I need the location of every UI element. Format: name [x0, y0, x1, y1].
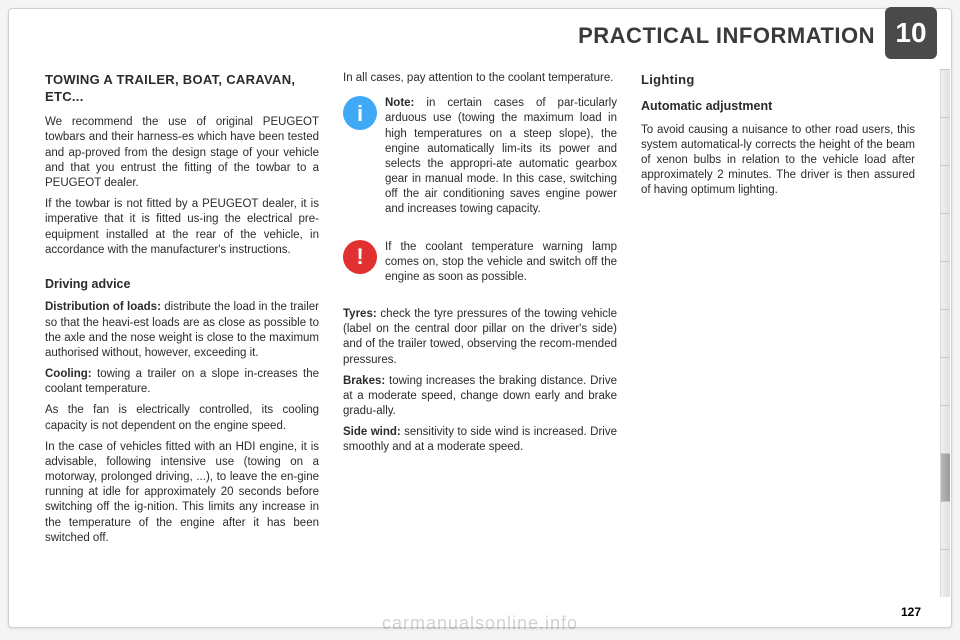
heading-lighting: Lighting	[641, 71, 915, 88]
text: towing increases the braking distance. D…	[343, 375, 617, 417]
content-columns: TOWING A TRAILER, BOAT, CARAVAN, ETC... …	[45, 71, 915, 597]
column-2: In all cases, pay attention to the coola…	[343, 71, 617, 597]
column-1: TOWING A TRAILER, BOAT, CARAVAN, ETC... …	[45, 71, 319, 597]
label: Cooling:	[45, 368, 92, 380]
side-tab[interactable]	[940, 117, 950, 165]
warning-text: If the coolant temperature warning lamp …	[385, 240, 617, 286]
para: We recommend the use of original PEUGEOT…	[45, 115, 319, 191]
text: check the tyre pressures of the towing v…	[343, 308, 617, 366]
side-tab[interactable]	[940, 261, 950, 309]
side-tab[interactable]	[940, 69, 950, 117]
chapter-number: 10	[895, 17, 926, 49]
text: in certain cases of par-ticularly arduou…	[385, 97, 617, 215]
side-tab[interactable]	[940, 549, 950, 597]
label: Tyres:	[343, 308, 377, 320]
side-tab[interactable]	[940, 357, 950, 405]
label: Side wind:	[343, 426, 401, 438]
para: As the fan is electrically controlled, i…	[45, 403, 319, 433]
label: Note:	[385, 97, 414, 109]
page-number: 127	[901, 605, 921, 619]
section-title: PRACTICAL INFORMATION	[578, 23, 875, 49]
para-tyres: Tyres: check the tyre pressures of the t…	[343, 307, 617, 368]
para: To avoid causing a nuisance to other roa…	[641, 123, 915, 199]
warning-icon: !	[343, 240, 377, 274]
chapter-number-badge: 10	[885, 7, 937, 59]
para: In all cases, pay attention to the coola…	[343, 71, 617, 86]
side-tab[interactable]	[940, 165, 950, 213]
para: In the case of vehicles fitted with an H…	[45, 440, 319, 546]
para: If the towbar is not fitted by a PEUGEOT…	[45, 197, 319, 258]
info-note-block: i Note: in certain cases of par-ticularl…	[343, 96, 617, 217]
heading-automatic-adjustment: Automatic adjustment	[641, 98, 915, 115]
column-3: Lighting Automatic adjustment To avoid c…	[641, 71, 915, 597]
manual-page: 10 PRACTICAL INFORMATION TOWING A TRAILE…	[8, 8, 952, 628]
para-cooling: Cooling: towing a trailer on a slope in-…	[45, 367, 319, 397]
side-tab[interactable]	[940, 405, 950, 453]
heading-driving-advice: Driving advice	[45, 276, 319, 293]
info-icon: i	[343, 96, 377, 130]
side-tab[interactable]	[940, 213, 950, 261]
side-tabs	[940, 69, 950, 597]
para-brakes: Brakes: towing increases the braking dis…	[343, 374, 617, 420]
side-tab[interactable]	[940, 309, 950, 357]
heading-towing: TOWING A TRAILER, BOAT, CARAVAN, ETC...	[45, 71, 319, 105]
side-tab[interactable]	[940, 453, 950, 501]
warning-block: ! If the coolant temperature warning lam…	[343, 240, 617, 286]
label: Brakes:	[343, 375, 385, 387]
para-distribution: Distribution of loads: distribute the lo…	[45, 300, 319, 361]
label: Distribution of loads:	[45, 301, 161, 313]
note-text: Note: in certain cases of par-ticularly …	[385, 96, 617, 217]
para-side-wind: Side wind: sensitivity to side wind is i…	[343, 425, 617, 455]
side-tab[interactable]	[940, 501, 950, 549]
